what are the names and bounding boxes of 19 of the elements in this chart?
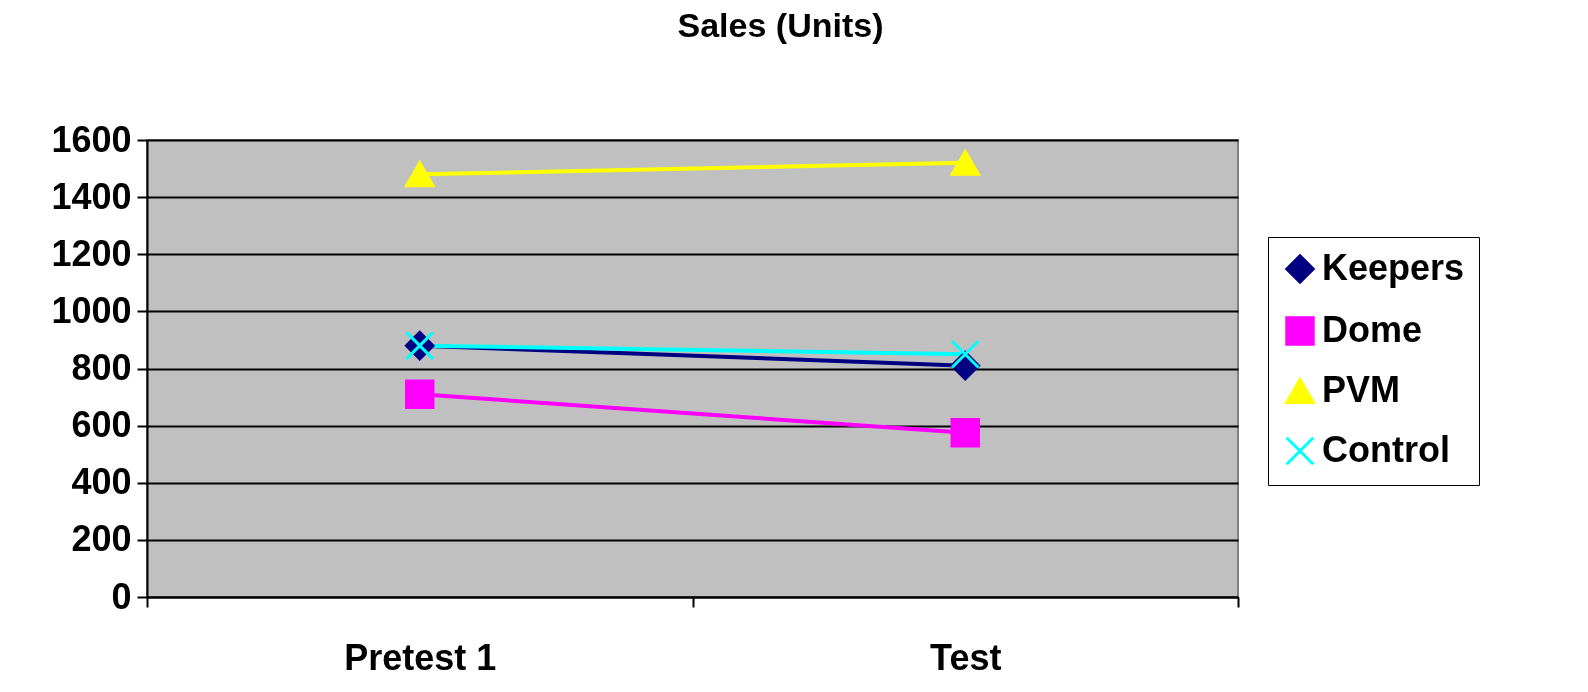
y-tick-label: 200 — [71, 518, 132, 560]
y-tick-label: 800 — [71, 347, 132, 388]
legend-label: Keepers — [1322, 247, 1465, 288]
point — [405, 379, 435, 409]
x-tick-label: Test — [930, 636, 1002, 678]
legend-label: Dome — [1322, 309, 1423, 350]
y-tick-label: 0 — [111, 575, 132, 617]
chart-title: Sales (Units) — [677, 6, 884, 44]
y-tick-label: 1600 — [51, 118, 132, 160]
y-tick-label: 600 — [71, 404, 132, 446]
y-tick-label: 1400 — [51, 175, 132, 217]
x-tick-label: Pretest 1 — [344, 636, 497, 678]
point — [950, 418, 980, 448]
y-tick-label: 1000 — [51, 289, 132, 331]
legend-label: Control — [1322, 429, 1450, 470]
point — [950, 339, 980, 369]
y-tick-label: 1200 — [51, 232, 132, 274]
legend-label: PVM — [1322, 369, 1401, 410]
y-tick-label: 400 — [71, 461, 132, 503]
